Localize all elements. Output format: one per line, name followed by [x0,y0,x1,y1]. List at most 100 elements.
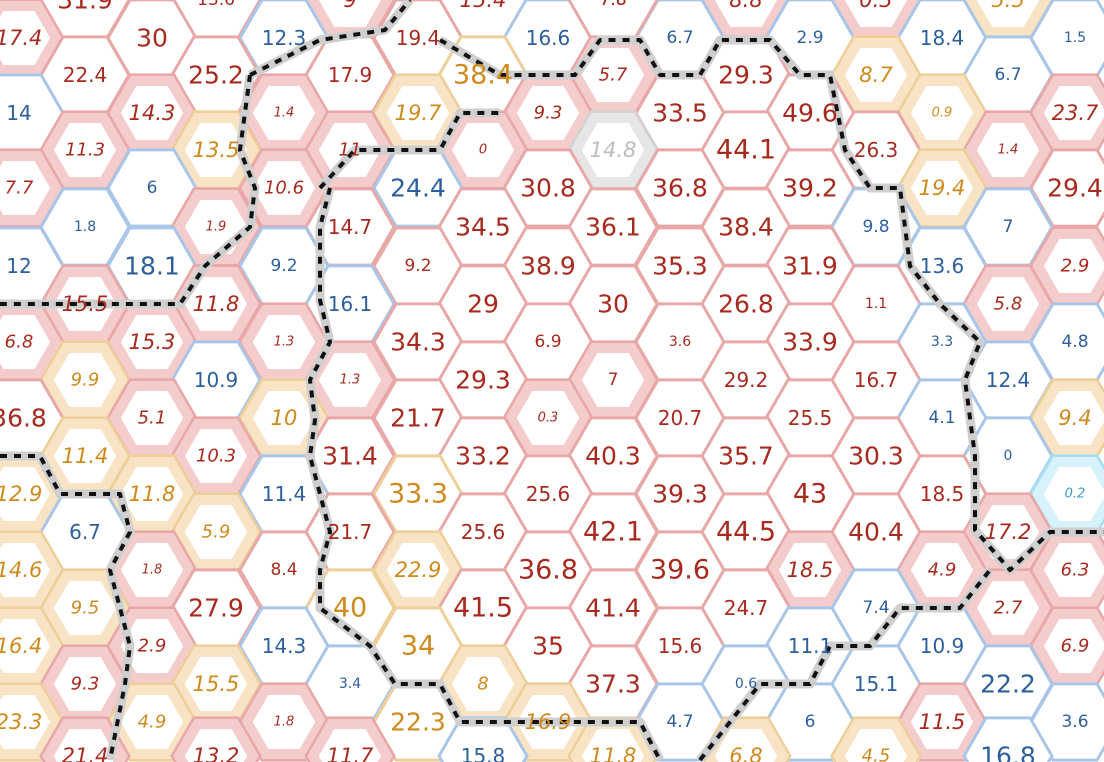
hex-ring [0,457,62,531]
hex-value: 17.2 [985,520,1032,544]
hex-value: 4.8 [1061,332,1088,352]
hex-value: 16.6 [526,26,571,50]
hex-ring [1032,533,1104,607]
hex-ring [109,76,195,150]
hex-value: 5.1 [138,408,167,429]
hex-value: 9.2 [404,256,431,276]
hex-value: 22.3 [390,708,446,737]
hex-ring [1032,457,1104,531]
hex-value: 44.5 [716,517,776,548]
hex-value: 21.7 [390,404,446,433]
hex-value: 30.8 [520,174,576,203]
hex-value: 14.3 [129,101,176,125]
hex-value: 7.7 [5,178,34,199]
hex-value: 29.4 [1047,174,1103,203]
hex-value: 15.5 [193,672,240,696]
hex-value: 7.4 [862,598,889,618]
hex-value: 0.6 [735,676,757,692]
hex-value: 1.1 [865,296,887,312]
hex-value: 5.7 [599,65,628,86]
hex-value: 6.7 [69,520,101,544]
hex-value: 11.3 [65,140,105,161]
hex-value: 39.6 [650,555,710,586]
hex-value: 0 [1004,448,1013,464]
hex-value: 29.3 [718,61,774,90]
hex-value: 36.8 [0,404,47,433]
hex-value: 13.2 [193,744,240,762]
hex-ring [833,38,919,112]
hex-ring [965,0,1051,37]
hex-value: 25.6 [526,482,571,506]
hex-value: 0.3 [859,0,892,12]
hex-ring [1032,609,1104,683]
hex-value: 14.6 [0,558,42,582]
hex-value: 25.5 [788,406,833,430]
hex-ring [833,0,919,37]
hex-value: 4.7 [666,712,693,732]
hex-value: 25.2 [188,61,244,90]
hex-value: 4.5 [862,746,891,762]
hex-ring [0,1,62,75]
hex-value: 5.9 [202,522,231,543]
hex-value: 11.8 [129,482,176,506]
hex-value: 33.2 [455,442,511,471]
hex-ring [375,76,461,150]
hex-ring [173,190,259,264]
hex-value: 9.9 [71,370,100,391]
hex-value: 31.9 [782,252,838,281]
hex-value: 40.3 [585,442,641,471]
hex-value: 8.4 [270,560,297,580]
hex-value: 11.8 [590,744,637,762]
hex-value: 20.7 [658,406,703,430]
hex-value: 6.8 [5,332,34,353]
hex-value: 22.4 [63,63,108,87]
hex-value: 33.9 [782,328,838,357]
hex-value: 17.4 [0,26,42,50]
hex-value: 23.7 [1052,101,1099,125]
hex-value: 14.8 [590,138,637,162]
hex-ring [899,685,985,759]
hex-ring [42,647,128,721]
hex-value: 0.9 [932,106,953,121]
hex-value: 22.9 [395,558,442,582]
hex-ring [965,267,1051,341]
hex-value: 39.3 [652,480,708,509]
hex-value: 2.9 [796,28,823,48]
hex-value: 30 [597,290,629,319]
hex-ring [570,343,656,417]
hex-value: 2.7 [994,598,1023,619]
hex-value: 26.3 [854,138,899,162]
hex-value: 9.2 [270,256,297,276]
hex-value: 15.5 [62,292,109,316]
hex-value: 14.7 [328,215,373,239]
hex-value: 44.1 [716,135,776,166]
hex-value: 24.4 [390,174,446,203]
hex-value: 4.9 [138,712,167,733]
hex-ring [1032,229,1104,303]
hex-ring [965,571,1051,645]
hex-ring [833,719,919,762]
hex-value: 30 [136,24,168,53]
hex-value: 34.5 [455,213,511,242]
hex-value: 35.7 [718,442,774,471]
hex-ring [109,305,195,379]
hex-value: 39.2 [782,174,838,203]
hex-value: 6 [805,712,816,732]
hex-value: 37.3 [585,670,641,699]
hex-value: 13.5 [193,138,240,162]
hex-value: 35.3 [652,252,708,281]
hex-cell [962,716,1054,762]
hex-value: 29.2 [724,368,769,392]
hex-ring [42,343,128,417]
hex-value: 40 [333,593,367,624]
hex-value: 3.6 [669,334,691,350]
hex-ring [241,685,327,759]
hex-value: 19.7 [395,101,442,125]
hex-ring [899,151,985,225]
hex-value: 41.4 [585,594,641,623]
hex-value: 7 [1003,217,1014,237]
hex-ring [0,151,62,225]
